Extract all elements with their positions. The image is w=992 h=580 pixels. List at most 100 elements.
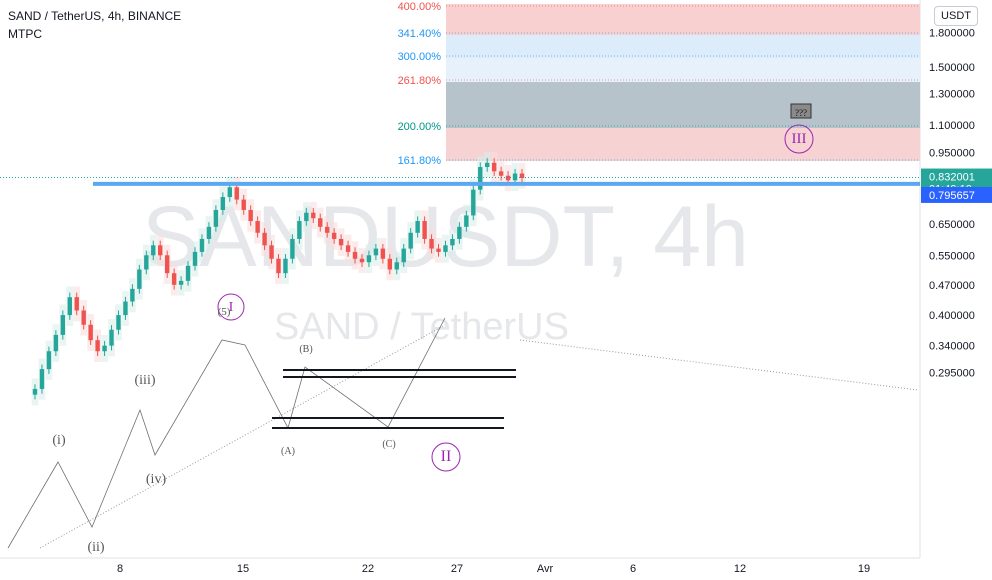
candle-body-50: [380, 248, 386, 259]
candle-body-49: [373, 248, 379, 256]
candle-body-57: [429, 238, 434, 249]
y-tick-label-3: 2.200000: [929, 0, 975, 2]
candle-body-0: [32, 388, 38, 395]
candle-body-16: [144, 255, 149, 270]
price-label-text-0: 0.832001: [929, 172, 975, 184]
y-tick-label-11: 0.470000: [929, 280, 975, 292]
candle-body-44: [338, 238, 344, 246]
y-tick-label-8: 0.950000: [929, 148, 975, 160]
candle-body-68: [505, 175, 511, 181]
candle-body-61: [457, 226, 462, 239]
wave-label-0: (i): [52, 433, 66, 448]
candle-body-22: [185, 265, 191, 281]
trendline-right: [519, 339, 919, 391]
candle-body-4: [60, 315, 66, 335]
x-tick-label-4: Avr: [537, 563, 554, 575]
candle-body-20: [171, 273, 177, 285]
candle-body-36: [283, 258, 288, 274]
candle-body-29: [234, 187, 239, 200]
fib-level-label-1: 341.40%: [398, 28, 442, 40]
wave-label-11: III: [792, 131, 807, 147]
x-tick-label-0: 8: [117, 563, 123, 575]
candle-body-27: [220, 197, 226, 210]
candle-body-5: [67, 297, 72, 316]
y-tick-label-7: 1.100000: [929, 120, 975, 132]
candle-body-28: [227, 187, 232, 198]
candle-body-34: [269, 245, 274, 259]
candle-body-6: [74, 297, 79, 311]
y-tick-label-10: 0.550000: [929, 250, 975, 262]
wave-label-6: (A): [281, 446, 295, 457]
candle-body-1: [39, 369, 45, 389]
candle-body-24: [199, 238, 205, 252]
candle-body-19: [164, 255, 170, 274]
candle-body-65: [485, 162, 490, 168]
y-tick-label-4: 1.800000: [929, 28, 975, 40]
candle-body-47: [359, 258, 365, 263]
candle-body-3: [53, 334, 59, 352]
candle-body-37: [290, 238, 295, 259]
wave-label-2: (iii): [135, 373, 156, 388]
price-axis-bg: [920, 0, 992, 580]
candle-body-18: [158, 245, 163, 256]
candle-body-21: [178, 280, 184, 285]
candle-body-26: [213, 209, 219, 227]
fib-level-label-2: 300.00%: [398, 51, 442, 63]
wave-label-8: (C): [382, 439, 395, 450]
candle-body-11: [109, 329, 114, 346]
candle-body-31: [248, 209, 253, 222]
candle-body-64: [478, 167, 483, 190]
candle-body-46: [352, 251, 358, 259]
wave-label-7: (B): [299, 344, 312, 355]
candle-body-39: [304, 212, 309, 222]
candle-body-35: [276, 258, 281, 274]
candle-body-62: [464, 215, 469, 227]
price-label-text-1: 0.795657: [929, 190, 975, 202]
candle-body-43: [331, 232, 337, 239]
wave-circle-5: [217, 293, 245, 321]
chart-title: SAND / TetherUS, 4h, BINANCE: [8, 9, 182, 23]
candle-body-10: [102, 345, 107, 352]
candle-body-9: [95, 340, 100, 352]
candle-body-17: [151, 245, 156, 256]
currency-selector-button[interactable]: USDT: [934, 6, 978, 26]
candle-body-14: [130, 288, 135, 302]
wave-box-10: [790, 103, 812, 119]
fib-level-label-4: 200.00%: [398, 121, 442, 133]
fib-level-label-3: 261.80%: [398, 75, 442, 87]
candle-body-51: [387, 258, 393, 270]
fib-zone-200: [446, 128, 920, 161]
x-tick-label-6: 12: [734, 563, 746, 575]
candle-body-2: [46, 351, 52, 370]
candle-body-48: [366, 255, 372, 263]
candle-body-30: [241, 199, 246, 210]
candle-body-69: [512, 173, 518, 181]
fib-zone-400: [446, 4, 920, 35]
candle-body-41: [318, 218, 323, 227]
candle-body-67: [498, 171, 504, 176]
candle-body-70: [519, 173, 525, 178]
x-tick-label-7: 19: [858, 563, 870, 575]
y-tick-label-14: 0.295000: [929, 367, 975, 379]
wave-label-10: ???: [795, 108, 807, 118]
candle-body-59: [443, 245, 448, 252]
wave-label-1: (ii): [87, 540, 104, 555]
fib-level-label-0: 400.00%: [398, 1, 442, 13]
candle-body-42: [325, 226, 330, 233]
candle-body-45: [345, 245, 351, 252]
wave-circle-9: [431, 442, 461, 472]
y-tick-label-5: 1.500000: [929, 62, 975, 74]
candle-body-56: [422, 221, 427, 239]
candle-body-33: [262, 232, 267, 246]
fib-zone-261: [446, 82, 920, 128]
wave-label-5: I: [229, 300, 234, 315]
y-tick-label-13: 0.340000: [929, 341, 975, 353]
wave-circle-11: [784, 124, 814, 154]
candle-body-12: [116, 315, 121, 330]
candle-body-40: [311, 212, 316, 219]
candle-body-32: [255, 221, 260, 233]
candle-body-63: [471, 189, 476, 216]
fib-level-label-5: 161.80%: [398, 155, 442, 167]
